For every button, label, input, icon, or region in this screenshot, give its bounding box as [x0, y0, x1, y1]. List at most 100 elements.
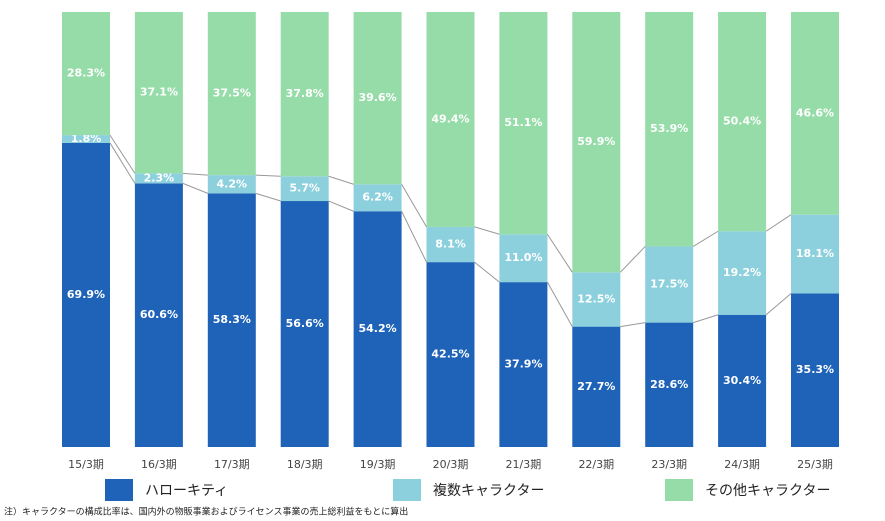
value-label: 53.9% [650, 122, 688, 135]
bar-segment [499, 234, 548, 283]
value-label: 37.9% [504, 358, 542, 371]
bar-segment [134, 173, 183, 184]
value-label: 4.2% [217, 177, 248, 190]
bar-segment [572, 12, 621, 273]
value-label: 39.6% [359, 91, 397, 104]
bar-segment [572, 326, 621, 447]
connector-line [182, 172, 208, 176]
connector-line [693, 314, 719, 324]
bar-segment [207, 175, 256, 194]
bar-segment [791, 214, 839, 294]
x-tick-label: 21/3期 [506, 458, 542, 471]
connector-line [619, 246, 646, 273]
legend-label: ハローキティ [145, 483, 228, 499]
legend-label: 複数キャラクター [433, 482, 544, 499]
bar-segment [280, 176, 329, 202]
value-label: 8.1% [435, 238, 466, 251]
value-label: 11.0% [504, 251, 542, 264]
x-tick-label: 23/3期 [651, 458, 687, 471]
connector-line [546, 234, 573, 273]
x-tick-label: 24/3期 [724, 458, 760, 471]
bar-segment [280, 12, 329, 177]
value-label: 17.5% [650, 278, 688, 291]
value-label: 51.1% [504, 116, 542, 129]
legend-swatch [105, 479, 133, 501]
value-label: 28.3% [67, 67, 105, 80]
connector-line [182, 182, 208, 194]
x-tick-label: 19/3期 [360, 458, 396, 471]
value-label: 1.8% [71, 132, 102, 145]
bar-segment [353, 12, 402, 185]
x-tick-label: 16/3期 [141, 458, 177, 471]
value-label: 5.7% [289, 182, 320, 195]
value-label: 6.2% [362, 191, 393, 204]
connector-line [255, 192, 281, 202]
value-label: 59.9% [577, 135, 615, 148]
bar-segment [62, 135, 110, 143]
value-label: 54.2% [359, 322, 397, 335]
value-label: 58.3% [213, 313, 251, 326]
bar-segment [426, 226, 475, 263]
legend-swatch [393, 479, 421, 501]
x-tick-label: 17/3期 [214, 458, 250, 471]
bar-segment [280, 201, 329, 447]
value-label: 60.6% [140, 308, 178, 321]
legend-label: その他キャラクター [705, 483, 830, 499]
value-label: 46.6% [796, 106, 834, 119]
bar-segment [62, 142, 110, 447]
bar-segment [718, 231, 767, 315]
connector-line [620, 322, 646, 328]
bar-segment [645, 12, 694, 247]
bar-segment [134, 183, 183, 447]
value-label: 12.5% [577, 292, 615, 305]
value-label: 37.8% [286, 87, 324, 100]
value-label: 28.6% [650, 378, 688, 391]
connector-line [546, 281, 573, 327]
connector-line [401, 211, 427, 263]
footnote: 注）キャラクターの構成比率は、国内外の物販事業およびライセンス事業の売上総利益を… [4, 506, 408, 518]
connector-line [474, 226, 500, 235]
bar-segment [353, 184, 402, 212]
value-label: 2.3% [144, 171, 175, 184]
connector-line [692, 230, 719, 247]
bar-segment [207, 193, 256, 447]
bar-segment [572, 272, 621, 327]
bar-segment [718, 314, 767, 447]
x-tick-label: 18/3期 [287, 458, 323, 471]
value-label: 69.9% [67, 288, 105, 301]
connector-line [328, 200, 354, 212]
bar-segment [353, 211, 402, 447]
x-tick-label: 20/3期 [433, 458, 469, 471]
value-label: 42.5% [431, 348, 469, 361]
connector-line [765, 214, 792, 232]
bar-segment [791, 293, 839, 447]
value-label: 56.6% [286, 317, 324, 330]
bar-segment [426, 262, 475, 447]
connector-line [401, 184, 427, 228]
value-label: 27.7% [577, 380, 615, 393]
bar-segment [499, 12, 548, 235]
value-label: 18.1% [796, 247, 834, 260]
x-tick-label: 15/3期 [68, 458, 104, 471]
connector-line [109, 142, 136, 184]
bar-segment [718, 12, 767, 232]
x-tick-label: 25/3期 [797, 458, 833, 471]
bar-segment [426, 12, 475, 227]
bar-segment [499, 282, 548, 447]
legend-swatch [665, 479, 693, 501]
value-label: 37.5% [213, 87, 251, 100]
bar-segment [645, 246, 694, 323]
connector-line [474, 261, 500, 283]
bar-segment [207, 12, 256, 176]
connector-line [328, 175, 354, 185]
bar-segment [62, 12, 110, 136]
bar-segment [134, 12, 183, 174]
x-tick-label: 22/3期 [578, 458, 614, 471]
value-label: 37.1% [140, 86, 178, 99]
value-label: 49.4% [431, 112, 469, 125]
bar-segment [645, 322, 694, 447]
connector-line [109, 134, 136, 174]
value-label: 19.2% [723, 266, 761, 279]
value-label: 35.3% [796, 363, 834, 376]
bar-segment [791, 12, 839, 215]
